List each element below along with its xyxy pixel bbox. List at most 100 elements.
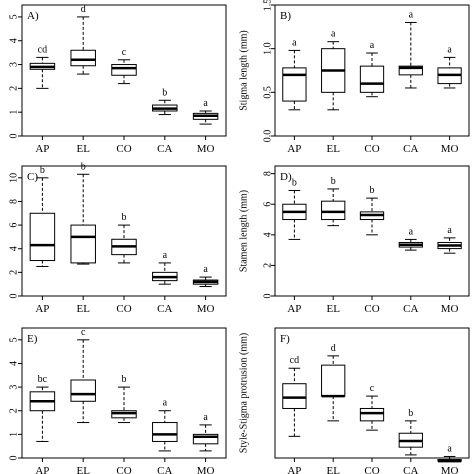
x-tick-label: AP (35, 143, 49, 155)
box-ap: cd (29, 44, 56, 89)
panel-label: C) (27, 171, 38, 183)
y-tick-label: 4 (8, 246, 19, 251)
x-tick-label: EL (76, 465, 90, 474)
box-mo: a (437, 443, 462, 463)
x-tick-label: EL (326, 143, 340, 155)
x-tick-label: CA (157, 303, 172, 315)
x-tick-label: MO (441, 465, 459, 474)
significance-letter: c (81, 327, 86, 338)
y-tick-label: 0 (262, 294, 273, 299)
box-co: b (359, 185, 385, 236)
y-tick-label: 5 (8, 14, 19, 19)
x-tick-label: CA (403, 465, 418, 474)
panel-label: E) (27, 333, 38, 345)
box-ap: cd (282, 355, 307, 437)
y-tick-label: 5 (8, 337, 19, 342)
panel-label: A) (27, 10, 39, 22)
x-tick-label: CO (116, 465, 131, 474)
x-tick-label: AP (287, 143, 301, 155)
box-mo: a (192, 98, 219, 125)
y-tick-label: 0.0 (262, 130, 273, 143)
y-tick-label: 8 (8, 199, 19, 204)
box-ca: a (398, 9, 423, 89)
significance-letter: d (81, 4, 86, 15)
box-iqr (192, 433, 219, 445)
box-ap: b (29, 165, 56, 267)
y-axis-title: Stamen length (mm) (238, 190, 249, 272)
y-tick-label: 2 (8, 408, 19, 413)
box-iqr (70, 49, 96, 67)
box-mo: a (437, 44, 462, 89)
box-iqr (321, 364, 346, 397)
x-tick-label: MO (197, 303, 215, 315)
box-mo: a (192, 412, 219, 452)
x-tick-label: MO (441, 303, 459, 315)
box-iqr (282, 383, 307, 409)
x-tick-label: AP (287, 465, 301, 474)
x-tick-label: AP (35, 465, 49, 474)
x-tick-label: MO (197, 465, 215, 474)
panel-label: D) (280, 171, 292, 183)
significance-letter: d (331, 343, 336, 354)
x-tick-label: CO (116, 303, 131, 315)
x-tick-label: MO (197, 143, 215, 155)
x-tick-label: CO (364, 465, 379, 474)
panel-d: 0 2 4 6 8 Stamen length (mm) D) AP b EL b CO b CA a MO a (238, 165, 470, 315)
y-tick-label: 2 (8, 270, 19, 275)
x-tick-label: CA (157, 143, 172, 155)
box-co: c (359, 383, 385, 431)
significance-letter: a (203, 412, 208, 423)
panel-f: Style-Stigma protrusion (mm) F) AP cd EL d CO c… (238, 327, 470, 474)
significance-letter: b (40, 165, 45, 176)
box-co: b (111, 374, 137, 424)
box-el: b (321, 176, 346, 227)
box-iqr (111, 64, 137, 76)
significance-letter: cd (290, 355, 299, 366)
box-el: b (70, 161, 96, 265)
significance-letter: b (122, 374, 127, 385)
y-tick-label: 1.0 (262, 42, 273, 55)
box-co: b (111, 212, 137, 264)
y-tick-label: 2 (8, 86, 19, 91)
x-tick-label: CA (157, 465, 172, 474)
box-iqr (359, 407, 385, 422)
box-iqr (152, 422, 178, 442)
box-el: d (70, 4, 96, 75)
y-tick-label: 6 (262, 202, 273, 207)
box-co: a (359, 40, 385, 98)
y-tick-label: 4 (8, 361, 19, 366)
y-tick-label: 2 (262, 263, 273, 268)
y-tick-label: 1 (8, 110, 19, 115)
panel-a: 0 1 2 3 4 5 A) AP cd EL d CO c CA b MO a (8, 4, 227, 155)
box-ca: a (152, 398, 178, 452)
box-iqr (70, 379, 96, 402)
y-tick-label: 3 (8, 385, 19, 390)
significance-letter: b (292, 177, 297, 188)
y-tick-label: 0 (8, 294, 19, 299)
x-tick-label: EL (326, 303, 340, 315)
box-mo: a (192, 264, 219, 288)
y-tick-label: 3 (8, 62, 19, 67)
y-tick-label: 10 (8, 173, 19, 183)
y-tick-label: 0 (8, 456, 19, 461)
y-tick-label: 1.5 (262, 0, 273, 11)
panel-e: 0 1 2 3 4 5 E) AP bc EL c CO b CA a MO a (8, 327, 227, 474)
significance-letter: b (331, 176, 336, 187)
box-ca: b (152, 87, 178, 116)
x-tick-label: EL (76, 303, 90, 315)
box-iqr (70, 224, 96, 264)
significance-letter: a (409, 9, 414, 20)
x-tick-label: MO (441, 143, 459, 155)
panel-b: 0.0 0.5 1.0 1.5 Stigma length (mm) B) AP a EL a CO… (238, 0, 470, 155)
box-ap: b (282, 177, 307, 240)
box-ca: a (152, 250, 178, 285)
significance-letter: a (447, 44, 452, 55)
box-mo: a (437, 225, 462, 254)
y-tick-label: 1 (8, 432, 19, 437)
x-tick-label: AP (35, 303, 49, 315)
x-tick-label: CO (364, 143, 379, 155)
y-tick-label: 4 (8, 38, 19, 43)
y-tick-label: 0 (8, 134, 19, 139)
significance-letter: a (163, 250, 168, 261)
